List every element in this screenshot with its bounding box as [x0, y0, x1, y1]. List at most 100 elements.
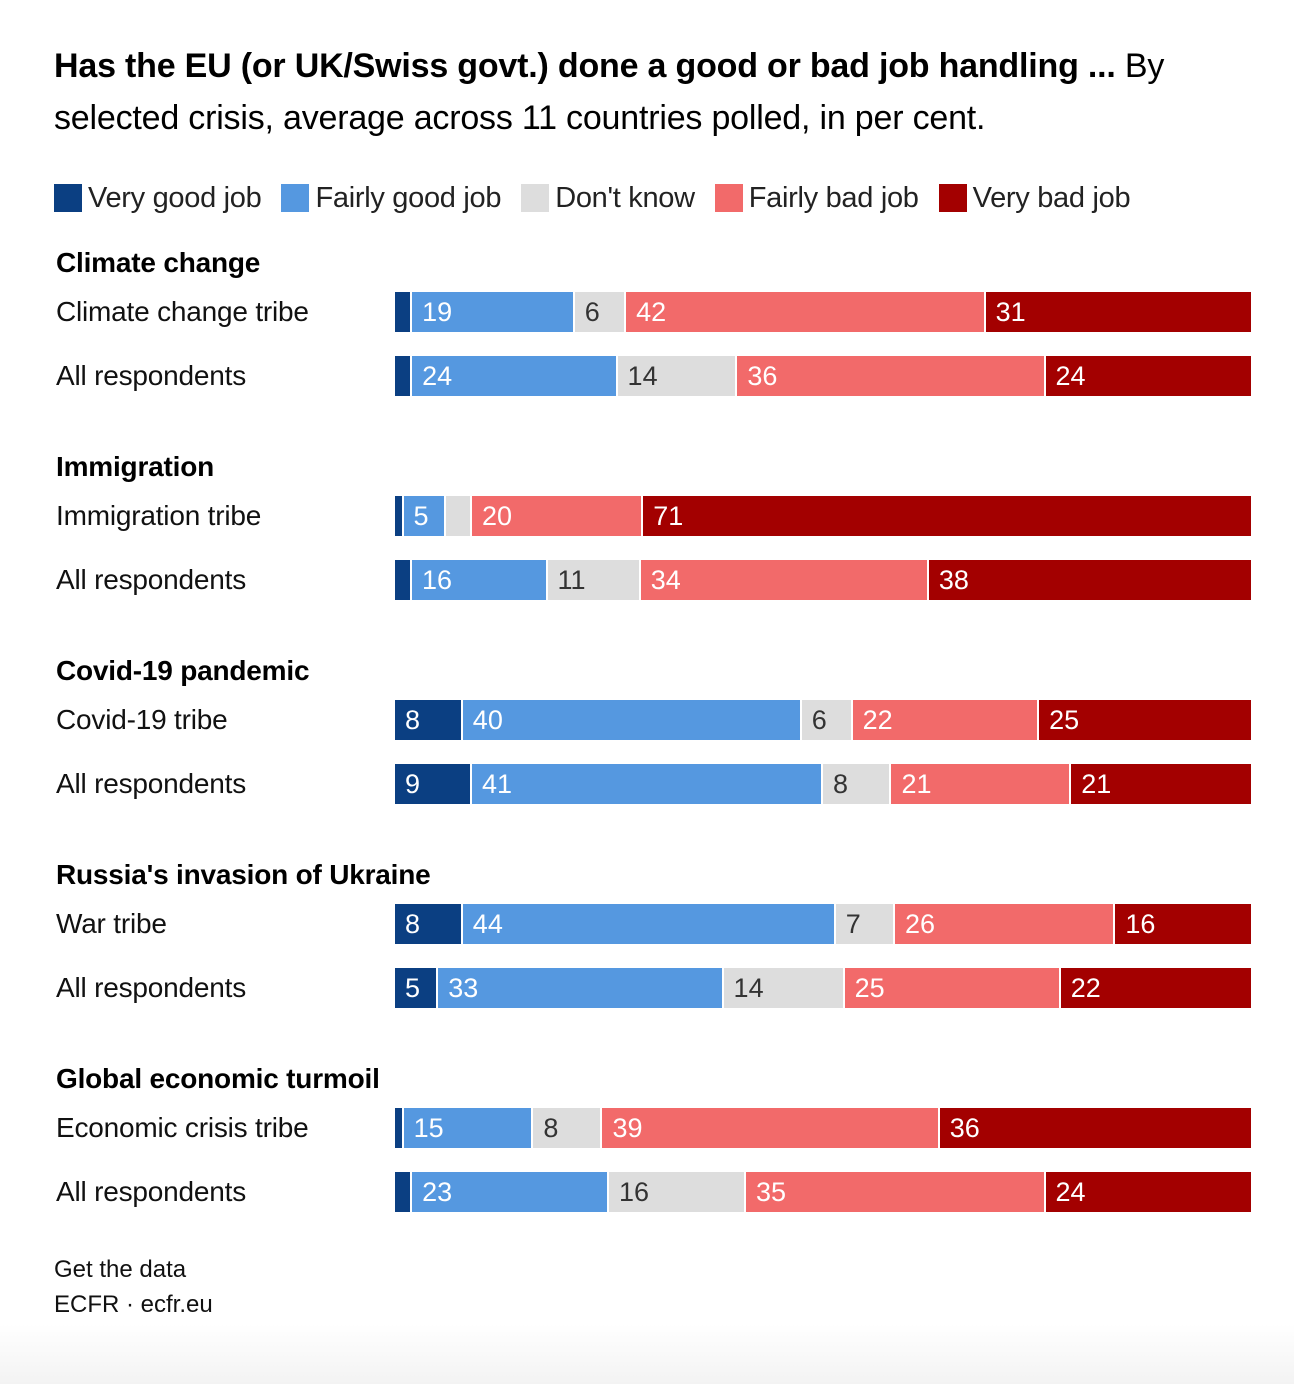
group-title: Climate change [56, 247, 261, 278]
bar-segment-very-good: 9 [395, 764, 473, 804]
legend-swatch-very-bad [938, 184, 967, 212]
legend-label-very-good: Very good job [88, 181, 262, 214]
bar-segment-fairly-good: 19 [412, 292, 575, 332]
data-label: 14 [733, 973, 764, 1003]
bar-segment-fairly-good: 24 [412, 356, 618, 396]
data-label: 16 [618, 1177, 650, 1207]
bar-segment-dont-know [446, 496, 473, 536]
stacked-bar: 5 20 71 [395, 496, 1251, 536]
data-label: 8 [405, 909, 421, 939]
data-label: 19 [422, 297, 453, 327]
bar-segment-fairly-good: 41 [472, 764, 823, 804]
row-label: War tribe [56, 908, 167, 939]
bar-segment-fairly-good: 15 [403, 1108, 534, 1148]
chart-title-question: Has the EU (or UK/Swiss govt.) done a go… [54, 47, 1116, 85]
stacked-bar: 5 33 14 25 22 [395, 968, 1251, 1008]
bar-segment-fairly-good: 40 [462, 700, 802, 740]
data-label: 24 [422, 361, 453, 391]
bar-segment-very-bad: 36 [939, 1108, 1251, 1148]
bar-segment-very-bad: 25 [1039, 700, 1251, 740]
bar-segment-dont-know: 14 [723, 968, 845, 1008]
row-label: All respondents [56, 768, 247, 799]
data-label: 11 [557, 565, 586, 595]
bar-segment-fairly-good: 5 [403, 496, 447, 536]
bar-segment-very-good [395, 356, 413, 396]
bar-segment-very-bad: 31 [985, 292, 1251, 332]
legend-label-dont-know: Don't know [555, 181, 695, 214]
bar-segment-very-bad: 71 [643, 496, 1251, 536]
bar-segment-fairly-bad: 20 [472, 496, 644, 536]
data-label: 6 [811, 705, 827, 735]
legend-label-very-bad: Very bad job [972, 181, 1131, 214]
bar-segment-very-good [395, 560, 412, 600]
stacked-bar: 8 44 7 26 16 [395, 904, 1251, 944]
data-label: 5 [405, 973, 421, 1003]
row-label: All respondents [56, 564, 247, 595]
data-label: 33 [448, 973, 479, 1003]
legend-swatch-dont-know [521, 184, 550, 212]
legend-label-fairly-good: Fairly good job [315, 181, 502, 214]
data-label: 8 [543, 1113, 559, 1143]
data-label: 6 [584, 297, 600, 327]
data-label: 7 [845, 909, 861, 939]
data-label: 25 [854, 973, 885, 1003]
data-label: 25 [1049, 705, 1080, 735]
legend-swatch-fairly-bad [714, 184, 743, 212]
bar-segment-dont-know: 6 [574, 292, 627, 332]
bar-segment-dont-know: 8 [533, 1108, 603, 1148]
bar-segment-fairly-bad: 34 [640, 560, 929, 600]
bottom-fade [0, 1324, 1294, 1384]
data-label: 16 [1125, 909, 1156, 939]
bar-segment-fairly-bad: 21 [891, 764, 1072, 804]
bar-segment-very-good: 8 [395, 700, 463, 740]
bar-segment-fairly-good: 44 [462, 904, 836, 944]
data-label: 8 [832, 769, 849, 799]
stacked-bar: 15 8 39 36 [395, 1108, 1251, 1148]
bar-segment-very-bad: 16 [1115, 904, 1251, 944]
legend-item-very-bad: Very bad job [938, 181, 1131, 215]
bar-segment-fairly-good: 16 [411, 560, 548, 600]
bar-segment-fairly-bad: 35 [745, 1172, 1046, 1212]
stacked-bar: 24 14 36 24 [395, 356, 1251, 396]
bar-segment-very-good: 8 [395, 904, 463, 944]
bar-segment-dont-know: 7 [835, 904, 896, 944]
data-label: 20 [482, 501, 513, 531]
data-label: 41 [482, 769, 513, 799]
data-label: 21 [1081, 769, 1112, 799]
group-title: Immigration [56, 451, 215, 482]
data-label: 71 [653, 501, 684, 531]
data-label: 36 [747, 361, 778, 391]
group-title: Russia's invasion of Ukraine [56, 859, 431, 890]
stacked-bar: 16 11 34 38 [395, 560, 1251, 600]
bar-segment-very-good [395, 1172, 413, 1212]
group-title: Global economic turmoil [56, 1063, 380, 1094]
stacked-bar: 9 41 8 21 21 [395, 764, 1251, 804]
get-the-data-link[interactable]: Get the data [54, 1256, 187, 1283]
data-label: 34 [650, 565, 681, 595]
bar-segment-very-bad: 21 [1071, 764, 1251, 804]
data-label: 23 [422, 1177, 453, 1207]
row-label: Immigration tribe [56, 500, 262, 531]
bar-segment-fairly-bad: 22 [852, 700, 1040, 740]
data-label: 42 [636, 297, 667, 327]
bar-segment-fairly-bad: 39 [602, 1108, 940, 1148]
bar-segment-very-bad: 22 [1060, 968, 1251, 1008]
bar-segment-fairly-bad: 25 [844, 968, 1061, 1008]
row-label: Covid-19 tribe [56, 704, 228, 735]
row-label: All respondents [56, 360, 247, 391]
data-label: 35 [755, 1177, 786, 1207]
stacked-bar: 8 40 6 22 25 [395, 700, 1251, 740]
bar-segment-dont-know: 8 [822, 764, 892, 804]
data-label: 21 [901, 769, 932, 799]
stacked-bar: 23 16 35 24 [395, 1172, 1251, 1212]
data-label: 16 [421, 565, 452, 595]
group-title: Covid-19 pandemic [56, 655, 310, 686]
data-label: 22 [1070, 973, 1101, 1003]
chart-title-subtitle: By selected crisis, average across 11 co… [54, 47, 1165, 137]
bar-segment-very-good [395, 292, 413, 332]
bar-segment-fairly-bad: 36 [737, 356, 1046, 396]
legend-swatch-fairly-good [281, 184, 310, 212]
data-label: 15 [413, 1113, 444, 1143]
data-label: 39 [612, 1113, 643, 1143]
bar-segment-fairly-bad: 42 [626, 292, 986, 332]
